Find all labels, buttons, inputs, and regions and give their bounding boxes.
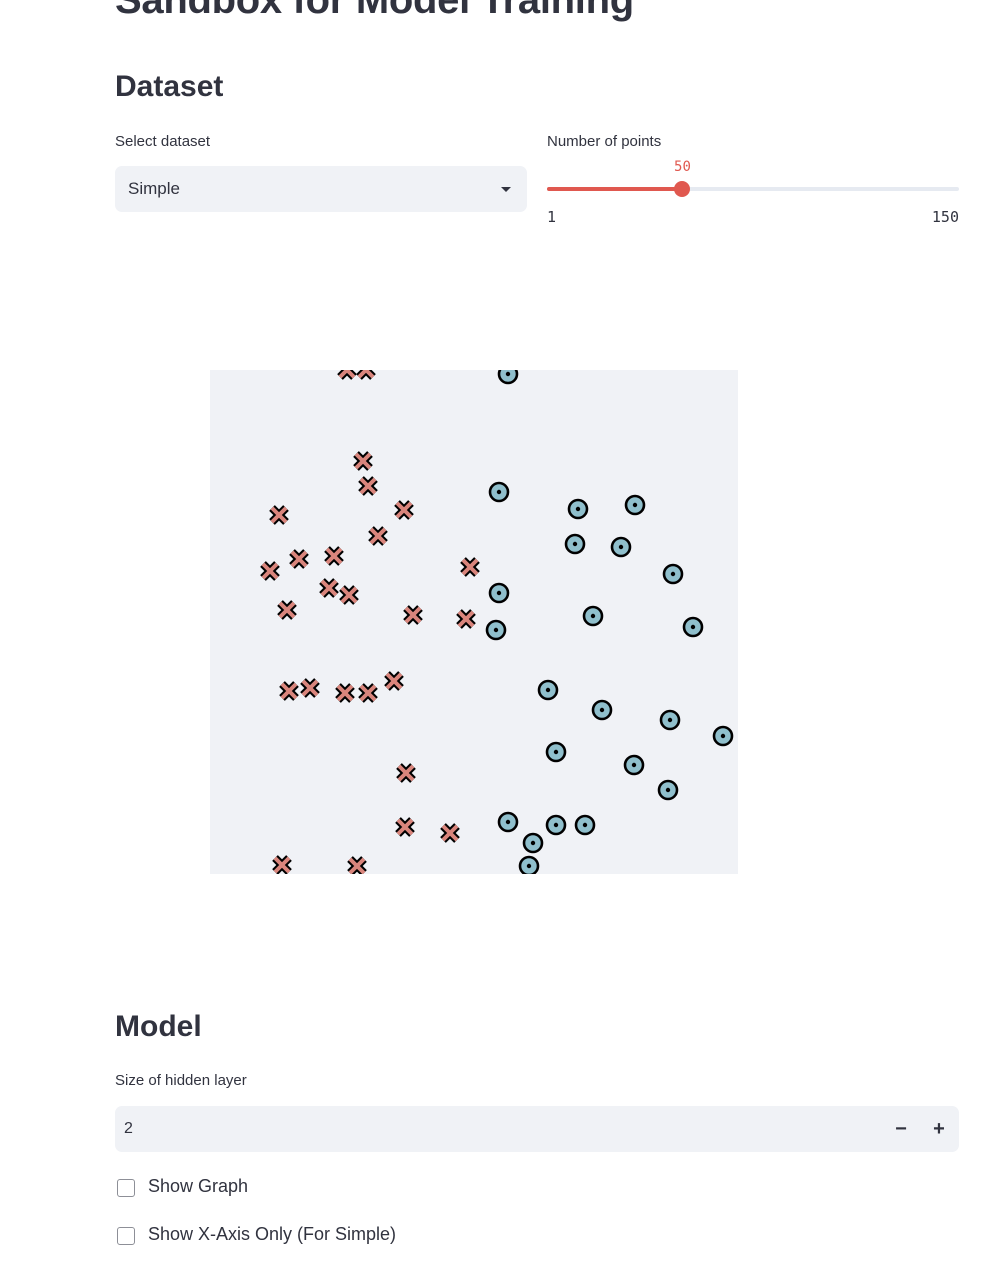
data-point-x <box>339 585 359 605</box>
data-point-o <box>574 814 596 836</box>
data-point-x <box>277 600 297 620</box>
data-point-x <box>395 817 415 837</box>
data-point-o <box>591 699 613 721</box>
data-point-o <box>522 832 544 854</box>
model-heading: Model <box>115 1010 202 1043</box>
dataset-select[interactable]: Simple <box>115 166 527 212</box>
increment-button[interactable]: + <box>933 1118 945 1140</box>
data-point-x <box>319 578 339 598</box>
data-point-x <box>356 370 376 380</box>
data-point-x <box>358 476 378 496</box>
slider-current-value: 50 <box>674 159 691 175</box>
data-point-o <box>567 498 589 520</box>
show-x-axis-label: Show X-Axis Only (For Simple) <box>148 1224 397 1244</box>
data-point-o <box>497 811 519 833</box>
data-point-o <box>682 616 704 638</box>
hidden-layer-input[interactable]: 2 − + <box>115 1106 959 1152</box>
data-point-x <box>358 683 378 703</box>
data-point-o <box>537 679 559 701</box>
data-point-x <box>324 546 344 566</box>
data-point-o <box>659 709 681 731</box>
data-point-x <box>456 609 476 629</box>
data-point-x <box>396 763 416 783</box>
number-of-points-slider[interactable]: 50 <box>547 159 959 197</box>
checkbox-box[interactable] <box>117 1227 135 1245</box>
data-point-x <box>269 505 289 525</box>
data-point-x <box>272 855 292 874</box>
chevron-down-icon <box>501 187 511 192</box>
hidden-layer-value[interactable]: 2 <box>124 1120 133 1137</box>
data-point-o <box>624 494 646 516</box>
data-point-o <box>488 481 510 503</box>
data-point-x <box>403 605 423 625</box>
data-point-x <box>440 823 460 843</box>
select-dataset-label: Select dataset <box>115 133 211 150</box>
data-point-o <box>545 814 567 836</box>
slider-max-label: 150 <box>931 208 959 226</box>
page-title: Sandbox for Model Training <box>115 0 634 22</box>
data-point-o <box>488 582 510 604</box>
checkbox-box[interactable] <box>117 1179 135 1197</box>
data-point-x <box>300 678 320 698</box>
dataset-heading: Dataset <box>115 70 224 103</box>
slider-min-label: 1 <box>547 208 557 226</box>
data-point-x <box>368 526 388 546</box>
data-point-o <box>610 536 632 558</box>
data-point-o <box>497 370 519 385</box>
data-point-x <box>394 500 414 520</box>
data-point-x <box>353 451 373 471</box>
data-point-x <box>384 671 404 691</box>
data-point-x <box>289 549 309 569</box>
data-point-o <box>623 754 645 776</box>
data-point-x <box>347 856 367 874</box>
show-graph-label: Show Graph <box>148 1176 249 1196</box>
data-point-o <box>712 725 734 747</box>
slider-fill <box>547 187 683 191</box>
data-point-o <box>582 605 604 627</box>
number-of-points-label: Number of points <box>547 133 662 150</box>
data-point-x <box>460 557 480 577</box>
data-point-x <box>337 370 357 380</box>
hidden-layer-label: Size of hidden layer <box>115 1072 247 1089</box>
decrement-button[interactable]: − <box>895 1118 907 1140</box>
data-point-o <box>485 619 507 641</box>
scatter-plot <box>210 370 738 874</box>
data-point-o <box>545 741 567 763</box>
dataset-select-value: Simple <box>128 179 180 198</box>
data-point-o <box>662 563 684 585</box>
slider-thumb[interactable] <box>674 181 691 197</box>
data-point-x <box>335 683 355 703</box>
data-point-o <box>564 533 586 555</box>
scatter-svg <box>260 370 734 874</box>
data-point-o <box>657 779 679 801</box>
data-point-o <box>518 855 540 874</box>
data-point-x <box>279 681 299 701</box>
data-point-x <box>260 561 280 581</box>
